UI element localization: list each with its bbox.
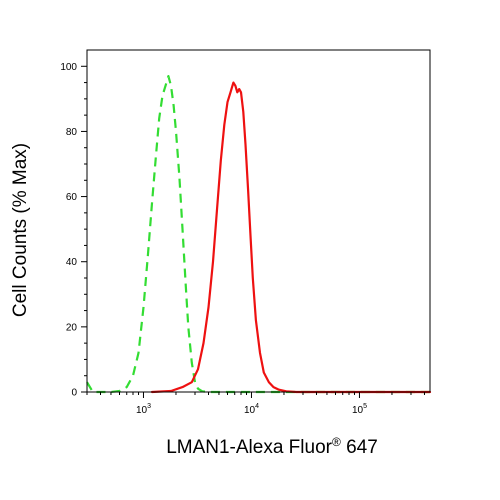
x-axis-title: LMAN1-Alexa Fluor® 647 [166,435,378,458]
axes: 0 20 40 60 80 100 103 104 105 [60,49,431,416]
y-tick-label: 40 [66,257,78,268]
plot-area [86,75,432,394]
x-axis-title-main: LMAN1-Alexa Fluor [166,437,332,458]
x-tick-label: 105 [352,403,367,416]
y-axis-title: Cell Counts (% Max) [10,143,31,317]
y-tick-label: 100 [60,62,77,73]
x-tick-label: 104 [244,403,259,416]
plot-frame [86,49,431,393]
y-tick-label: 20 [66,322,78,333]
histogram-series-1 [86,75,430,394]
x-axis-title-suffix: 647 [341,437,378,458]
histogram-series-2 [150,81,432,394]
y-tick-label: 0 [71,388,77,399]
x-tick-label: 103 [136,403,151,416]
y-tick-label: 80 [66,127,78,138]
x-axis-title-superscript: ® [332,435,341,449]
y-tick-label: 60 [66,192,78,203]
